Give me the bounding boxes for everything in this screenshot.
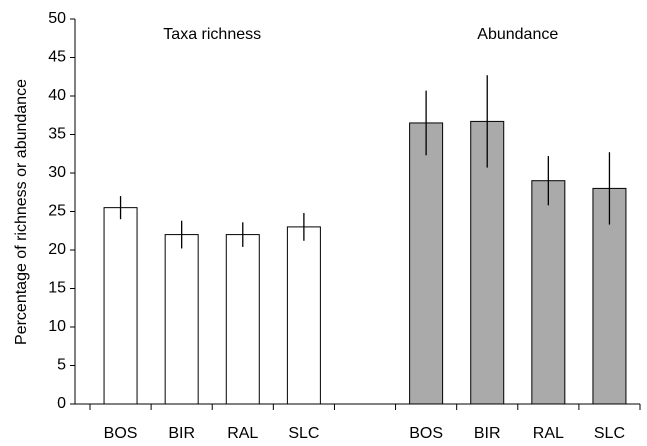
x-tick-label: BIR bbox=[474, 425, 501, 442]
bar bbox=[409, 122, 444, 405]
x-tick-label: RAL bbox=[227, 425, 258, 442]
series-label: Abundance bbox=[477, 26, 558, 43]
y-tick-label: 5 bbox=[57, 357, 66, 374]
y-tick-label: 45 bbox=[48, 49, 66, 66]
y-tick-label: 50 bbox=[48, 10, 66, 27]
y-tick-label: 40 bbox=[48, 87, 66, 104]
bar bbox=[286, 226, 321, 405]
x-tick-label: BOS bbox=[104, 425, 138, 442]
series-label: Taxa richness bbox=[163, 26, 261, 43]
x-tick-label: SLC bbox=[288, 425, 319, 442]
bar bbox=[531, 180, 566, 405]
y-tick-label: 15 bbox=[48, 280, 66, 297]
y-axis-label: Percentage of richness or abundance bbox=[13, 79, 30, 345]
bar bbox=[225, 234, 260, 405]
y-tick-label: 0 bbox=[57, 395, 66, 412]
y-tick-label: 30 bbox=[48, 164, 66, 181]
x-tick-label: BIR bbox=[168, 425, 195, 442]
x-tick-label: SLC bbox=[594, 425, 625, 442]
bar bbox=[103, 207, 138, 405]
y-tick-label: 25 bbox=[48, 203, 66, 220]
bar bbox=[470, 120, 505, 405]
y-tick-label: 35 bbox=[48, 126, 66, 143]
bar bbox=[164, 234, 199, 405]
x-tick-label: BOS bbox=[409, 425, 443, 442]
y-tick-label: 20 bbox=[48, 241, 66, 258]
x-tick-label: RAL bbox=[533, 425, 564, 442]
y-tick-label: 10 bbox=[48, 318, 66, 335]
